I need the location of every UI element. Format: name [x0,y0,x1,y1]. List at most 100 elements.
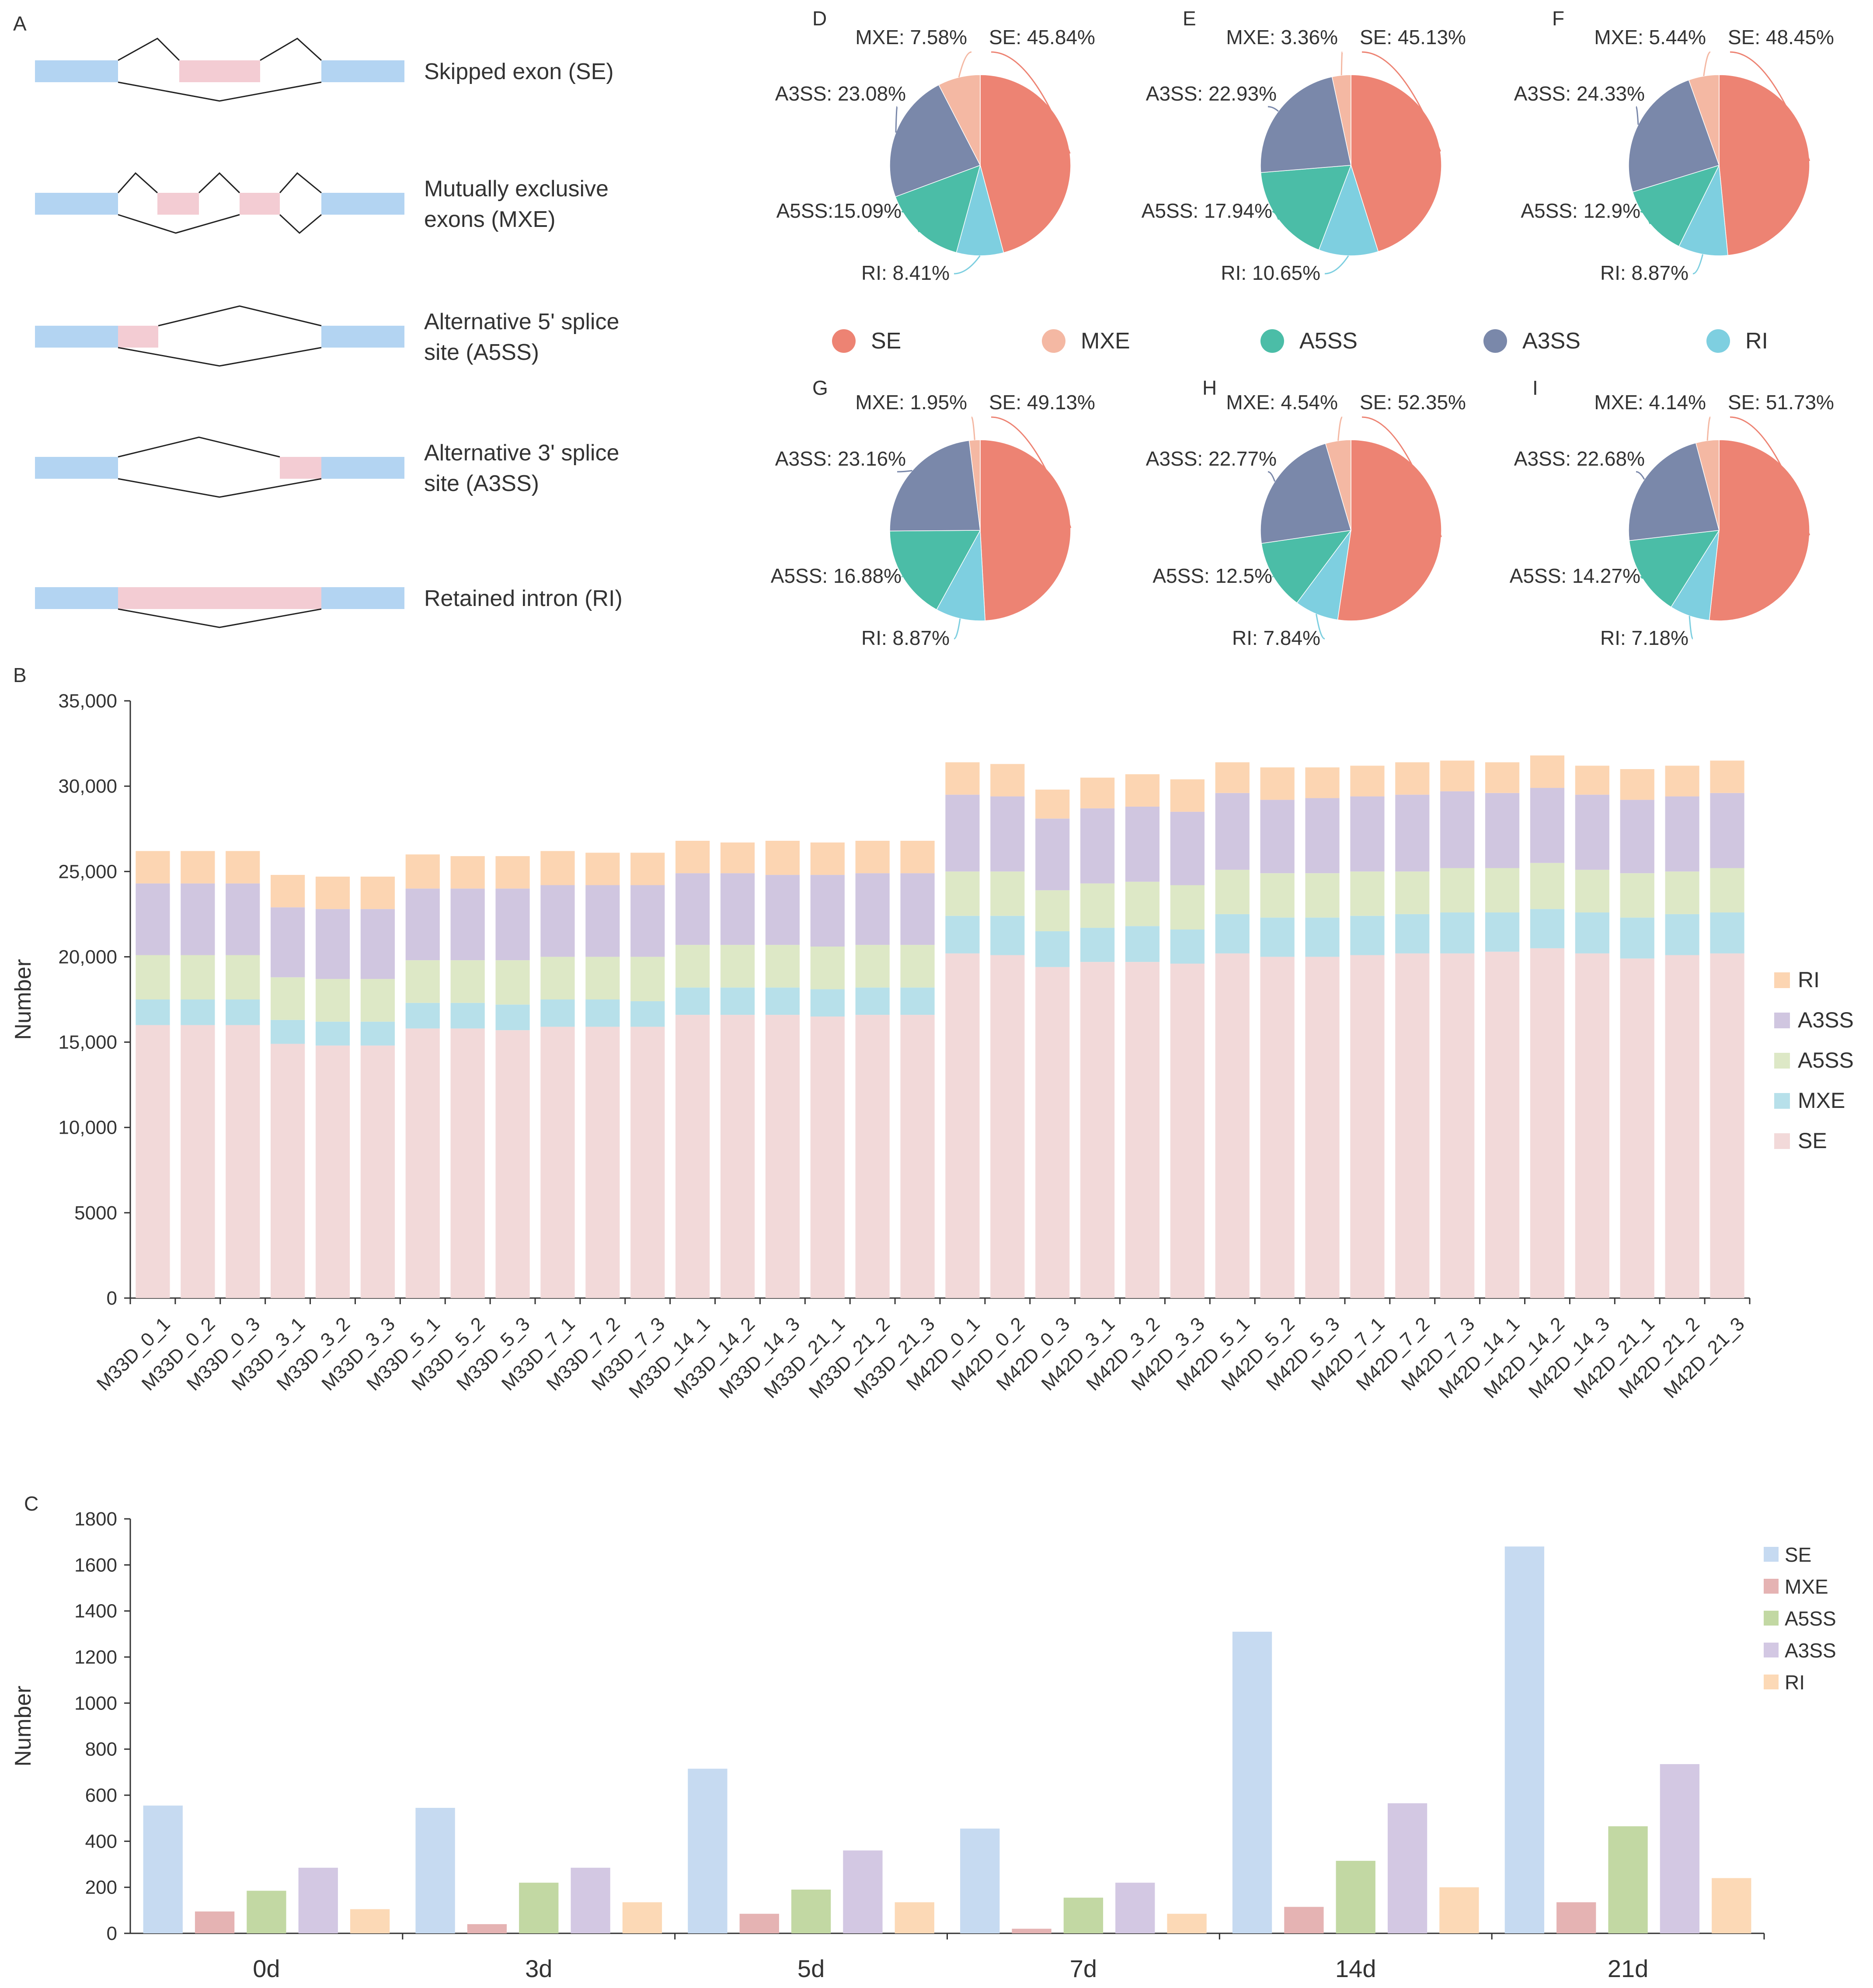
bar-segment-a3ss [1080,808,1115,884]
bar-segment-a5ss [1575,870,1609,912]
bar-segment-a5ss [945,871,980,916]
pie-label-se: SE: 52.35% [1360,391,1466,414]
leader-line-mxe [1337,416,1343,441]
bar-segment-ri [1440,760,1475,791]
pie-slice-se [980,439,1071,621]
pie-i: I SE: 51.73% MXE: 4.14% A3SS: 22.68% A5SS: 1… [1510,376,1834,649]
bar-segment-ri [585,853,620,885]
alt-region [179,60,260,82]
bar-segment-se [630,1027,665,1298]
bar-segment-ri [765,841,800,875]
bar-segment-se [136,1025,170,1298]
bar-segment-mxe [810,989,845,1017]
bar-segment-mxe [765,987,800,1015]
bar-segment-ri [1620,769,1654,800]
bar-segment-a5ss [495,960,530,1005]
pie-label-se: SE: 45.84% [989,26,1095,49]
bar-segment-ri [945,762,980,795]
leader-line-ri [1688,616,1694,640]
y-tick-label: 200 [85,1877,117,1898]
bar-segment-se [1395,953,1430,1298]
bar-segment-mxe [1395,914,1430,954]
pie-legend-label-ri: RI [1745,328,1768,354]
alt-region [157,193,199,215]
bar-segment-a5ss [855,945,890,988]
splice-junction-line [118,608,322,628]
bar-segment-se [1665,955,1699,1298]
pie-label-a5ss: A5SS: 12.9% [1521,199,1640,222]
panel-letter-e: E [1183,7,1196,30]
pie-g: G SE: 49.13% MXE: 1.95% A3SS: 23.16% A5SS: 1… [771,376,1095,649]
leader-line-a5ss [901,211,920,233]
bar-segment-a3ss [990,796,1025,872]
panel-a-splicing-diagram: A Skipped exon (SE) Mutually exclusive exon… [13,12,623,628]
pie-label-mxe: MXE: 4.54% [1226,391,1338,414]
x-tick-label: 3d [525,1955,552,1982]
bar-segment-a5ss [675,945,710,988]
event-label-a3ss: Alternative 3' splice [424,440,619,466]
bar-segment-mxe [1665,914,1699,955]
leader-line-a3ss [897,470,912,473]
bar-segment-mxe [1485,912,1520,952]
bar-segment-mxe [495,1004,530,1031]
exon-right [321,326,404,348]
pie-slice-ri [1678,164,1728,256]
bar-ri [1712,1878,1751,1933]
bar-segment-ri [1710,760,1744,793]
bar-segment-a3ss [1665,796,1699,872]
leader-line-a5ss [1272,211,1279,220]
panel-letter-b: B [13,664,27,686]
pie-slice-se [1719,74,1810,256]
panel-letter-a: A [13,12,27,35]
legend-label-ri: RI [1798,968,1820,992]
bar-segment-se [900,1015,935,1298]
y-tick-label: 400 [85,1831,117,1852]
pie-slice-mxe [1331,74,1351,166]
legend-label-se: SE [1798,1128,1827,1153]
bar-segment-a3ss [810,875,845,947]
bar-segment-a5ss [1395,871,1430,914]
bar-segment-ri [181,851,215,884]
bar-segment-mxe [136,999,170,1025]
exon-right [321,193,404,215]
leader-line-se [1361,51,1441,152]
bar-segment-a5ss [405,960,440,1003]
pie-label-a5ss: A5SS: 12.5% [1152,564,1272,587]
bar-segment-a5ss [136,955,170,999]
x-tick-label: 5d [797,1955,825,1982]
bar-segment-mxe [1035,931,1070,967]
bar-segment-ri [990,764,1025,797]
y-tick-label: 25,000 [58,861,117,882]
bar-segment-se [360,1045,395,1298]
y-tick-label: 1600 [74,1554,117,1576]
bar-segment-ri [495,856,530,889]
pie-legend-swatch-se [832,329,856,353]
pie-label-ri: RI: 8.87% [861,627,950,649]
pie-slice-a3ss [1628,80,1720,193]
pie-label-a3ss: A3SS: 24.33% [1514,82,1645,105]
leader-line-ri [1692,254,1704,275]
y-tick-label: 0 [107,1923,117,1944]
bar-segment-ri [1665,766,1699,797]
pie-slice-a3ss [1628,442,1720,541]
bar-segment-a3ss [1260,800,1295,874]
leader-line-mxe [1340,51,1343,76]
pie-label-a3ss: A3SS: 23.16% [775,447,906,470]
bar-segment-ri [540,851,575,885]
exon-left [35,193,118,215]
bar-segment-ri [855,841,890,874]
bar-segment-mxe [1215,914,1250,954]
bar-a3ss [571,1867,610,1933]
pie-label-a5ss: A5SS: 16.88% [771,564,902,587]
bar-segment-ri [1080,777,1115,808]
pie-label-se: SE: 45.13% [1360,26,1466,49]
x-tick-label: 7d [1070,1955,1097,1982]
bar-segment-a3ss [1395,794,1430,872]
bar-segment-ri [1350,766,1385,797]
bar-segment-mxe [1710,912,1744,954]
bar-segment-a5ss [990,871,1025,916]
pie-slice-a3ss [1260,443,1351,544]
pie-legend-item-mxe: MXE [1042,328,1130,354]
bar-segment-mxe [720,987,755,1015]
splice-junction-line [279,172,322,194]
